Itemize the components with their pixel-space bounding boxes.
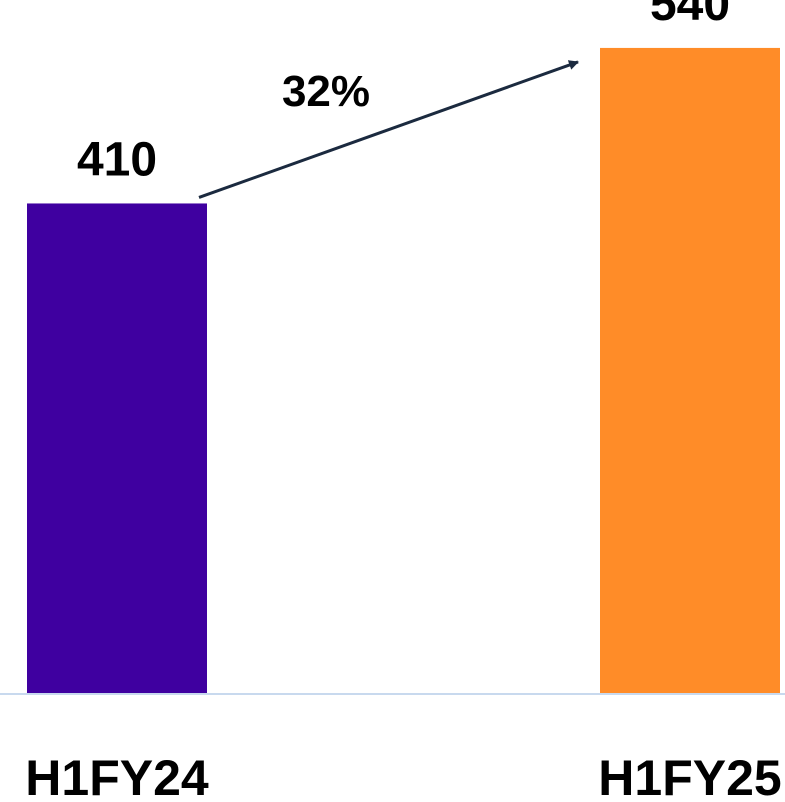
- bars-layer: [27, 47, 780, 694]
- data-label-h1fy24: 410: [77, 133, 157, 186]
- labels-layer: 410 H1FY24 540 H1FY25: [25, 0, 781, 802]
- growth-label: 32%: [282, 67, 370, 116]
- growth-arrow: [198, 60, 579, 199]
- bar-h1fy25: [600, 47, 780, 694]
- category-label-h1fy24: H1FY24: [25, 750, 209, 802]
- data-label-h1fy25: 540: [650, 0, 730, 31]
- category-label-h1fy25: H1FY25: [598, 750, 781, 802]
- bar-h1fy24: [27, 203, 207, 694]
